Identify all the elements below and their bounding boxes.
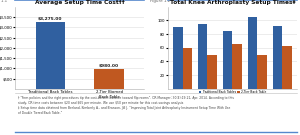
- Bar: [282, 46, 292, 89]
- Bar: [36, 22, 65, 89]
- Title: Total Knee Arthroplasty Setup Times‡: Total Knee Arthroplasty Setup Times‡: [169, 0, 295, 5]
- Bar: [198, 24, 207, 89]
- Text: Figure 1.2: Figure 1.2: [149, 0, 170, 3]
- Title: Average Setup Time Cost††: Average Setup Time Cost††: [35, 0, 124, 5]
- Bar: [232, 44, 242, 89]
- Text: $980.00: $980.00: [99, 64, 119, 68]
- Bar: [94, 69, 124, 89]
- Bar: [223, 31, 232, 89]
- Bar: [273, 26, 282, 89]
- Bar: [183, 48, 192, 89]
- Bar: [257, 55, 267, 89]
- Text: $3,275.00: $3,275.00: [38, 17, 62, 21]
- Bar: [207, 55, 217, 89]
- Bar: [248, 17, 257, 89]
- Bar: [173, 27, 183, 89]
- Legend: Traditional Back Tables, 2-Tier Back Table: Traditional Back Tables, 2-Tier Back Tab…: [199, 90, 266, 94]
- Text: Figure 1.1: Figure 1.1: [0, 0, 7, 3]
- Text: † “Firm policies and the right procedures tip the cost-benefit balance toward fl: † “Firm policies and the right procedure…: [18, 96, 234, 115]
